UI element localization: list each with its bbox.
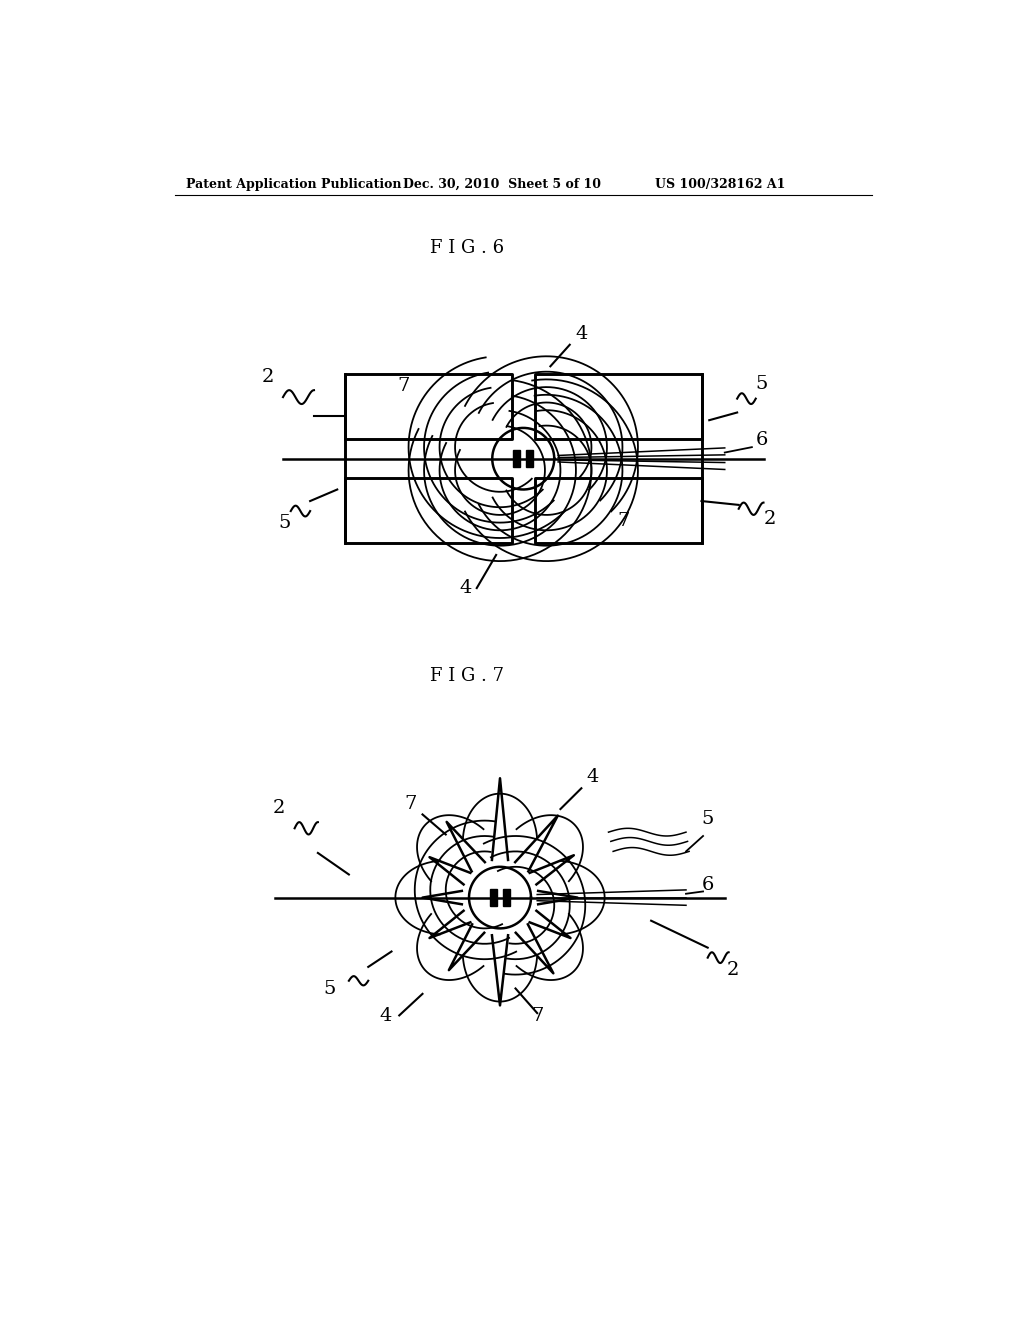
- Text: 2: 2: [261, 368, 273, 385]
- Bar: [526, 450, 534, 467]
- Text: F I G . 7: F I G . 7: [430, 667, 504, 685]
- Text: 2: 2: [273, 799, 286, 817]
- Text: 4: 4: [587, 768, 599, 787]
- Text: 5: 5: [324, 979, 336, 998]
- Text: Patent Application Publication: Patent Application Publication: [186, 178, 401, 190]
- Text: 4: 4: [459, 579, 471, 598]
- Bar: [503, 890, 510, 906]
- Text: Dec. 30, 2010  Sheet 5 of 10: Dec. 30, 2010 Sheet 5 of 10: [403, 178, 601, 190]
- Text: 6: 6: [756, 430, 768, 449]
- Text: 6: 6: [701, 876, 714, 894]
- Text: 7: 7: [617, 512, 630, 531]
- Text: US 100/328162 A1: US 100/328162 A1: [655, 178, 785, 190]
- Text: 5: 5: [279, 513, 291, 532]
- Text: 2: 2: [764, 510, 776, 528]
- Bar: [513, 450, 520, 467]
- Text: 2: 2: [726, 961, 738, 978]
- Text: 4: 4: [575, 325, 588, 343]
- Text: 7: 7: [531, 1007, 544, 1024]
- Text: 7: 7: [404, 795, 417, 813]
- Bar: [489, 890, 497, 906]
- Text: 7: 7: [397, 378, 410, 395]
- Text: F I G . 6: F I G . 6: [430, 239, 505, 257]
- Text: 5: 5: [701, 810, 714, 829]
- Text: 4: 4: [379, 1007, 391, 1024]
- Text: 5: 5: [756, 375, 768, 393]
